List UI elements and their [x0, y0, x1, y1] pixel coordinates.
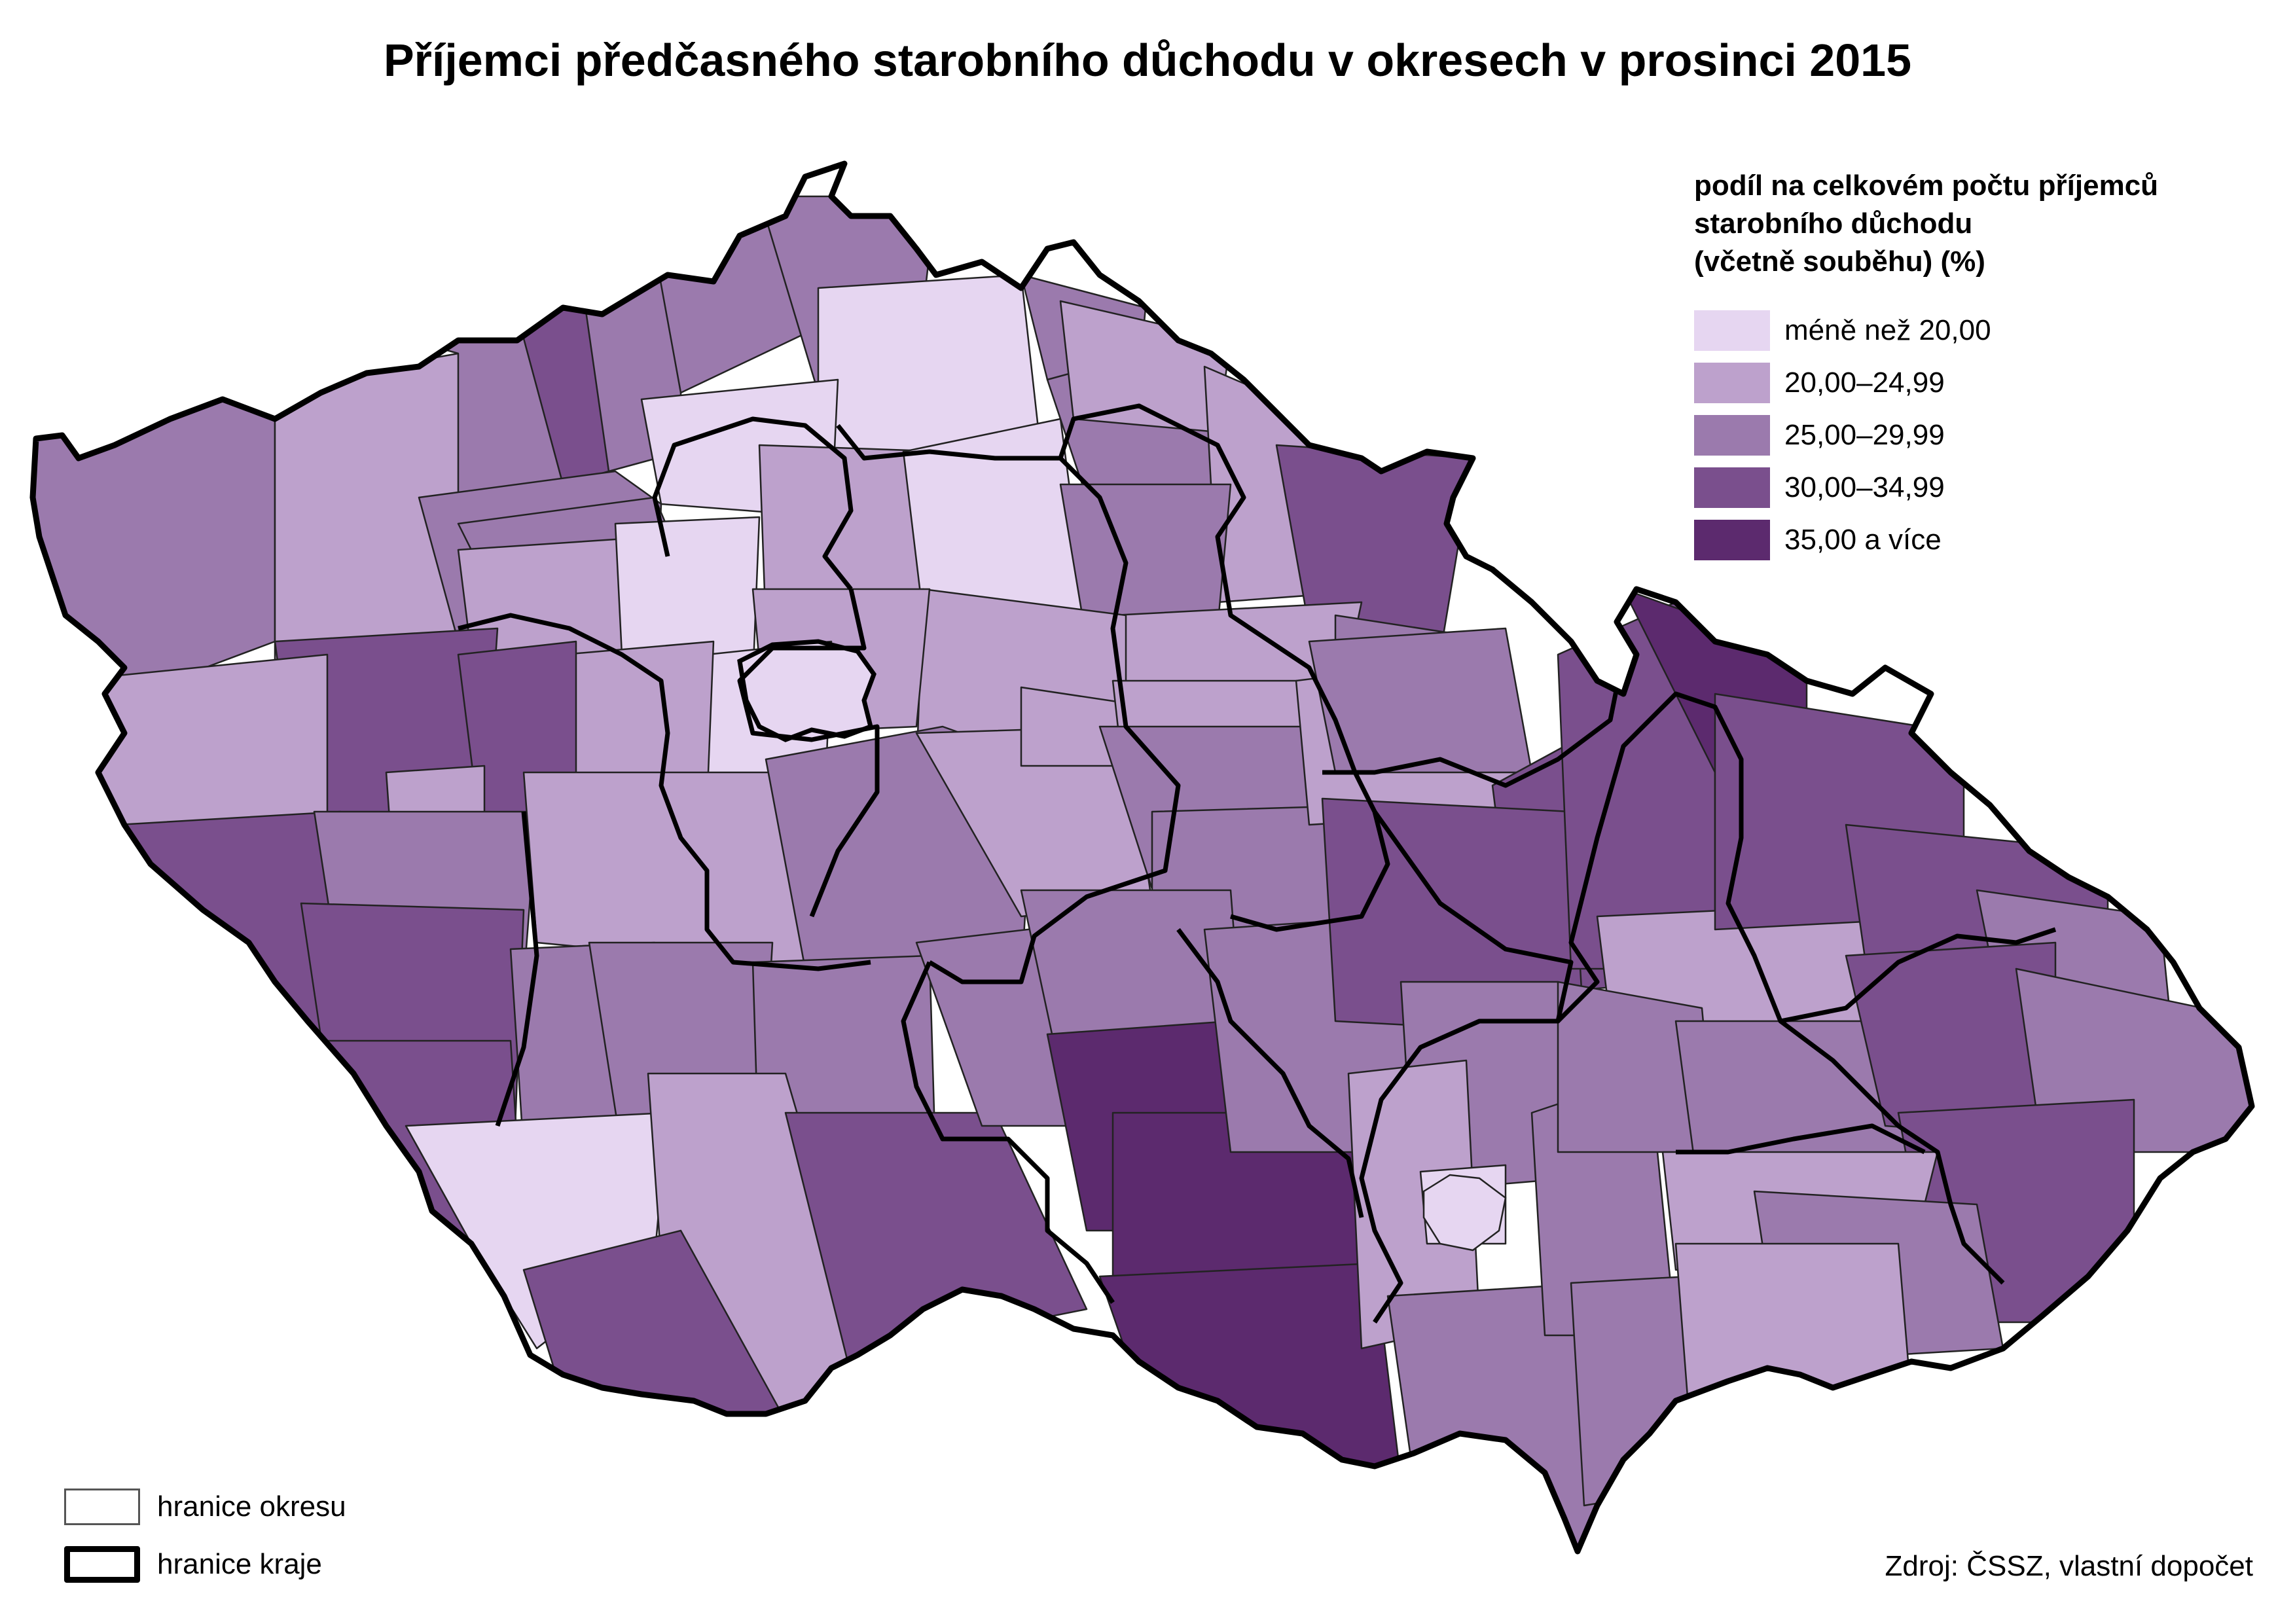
legend: podíl na celkovém počtu příjemců starobn…	[1694, 167, 2158, 566]
region-boundary	[737, 588, 880, 918]
boundary-legend-item: hranice okresu	[64, 1478, 346, 1536]
legend-label: 25,00–29,99	[1784, 419, 1945, 451]
legend-item: 35,00 a více	[1694, 514, 2158, 566]
legend-swatch	[1694, 467, 1770, 508]
legend-item: 20,00–24,99	[1694, 357, 2158, 409]
legend-swatch	[1694, 415, 1770, 456]
region-boundary	[1676, 1123, 1926, 1155]
source-note: Zdroj: ČSSZ, vlastní dopočet	[1885, 1550, 2253, 1582]
legend-title-line: starobního důchodu	[1694, 208, 1973, 240]
region-boundary	[1058, 403, 1390, 932]
region-boundary	[901, 961, 1115, 1304]
legend-label: 35,00 a více	[1784, 524, 1942, 556]
boundary-legend: hranice okresu hranice kraje	[64, 1478, 346, 1593]
legend-title-line: (včetně souběhu) (%)	[1694, 245, 1985, 278]
boundary-legend-item: hranice kraje	[64, 1536, 346, 1593]
district-praha	[737, 639, 876, 742]
legend-title: podíl na celkovém počtu příjemců starobn…	[1694, 167, 2158, 281]
region-boundary	[1556, 691, 2005, 1285]
legend-swatch	[1694, 520, 1770, 560]
region-boundary	[458, 613, 871, 971]
legend-item: méně než 20,00	[1694, 304, 2158, 357]
region-boundary	[1359, 810, 1574, 1324]
legend-label: 30,00–34,99	[1784, 471, 1945, 503]
legend-title-line: podíl na celkovém počtu příjemců	[1694, 170, 2159, 202]
district-boundary-label: hranice okresu	[157, 1490, 346, 1523]
region-boundary	[836, 424, 1181, 984]
district	[1098, 1262, 1402, 1481]
district-brno	[1422, 1174, 1507, 1252]
region-boundary-label: hranice kraje	[157, 1548, 322, 1580]
district	[1308, 627, 1533, 774]
legend-label: 20,00–24,99	[1784, 367, 1945, 399]
district	[902, 418, 1088, 617]
region-boundary	[652, 416, 854, 591]
legend-swatch	[1694, 310, 1770, 351]
region-boundary	[1322, 654, 1626, 788]
legend-swatch	[1694, 363, 1770, 403]
district-boundary-swatch	[64, 1489, 140, 1525]
region-boundary	[1780, 927, 2057, 1024]
region-boundary-swatch	[64, 1546, 140, 1583]
legend-item: 25,00–29,99	[1694, 409, 2158, 461]
legend-items: méně než 20,00 20,00–24,99 25,00–29,99 3…	[1694, 304, 2158, 566]
legend-item: 30,00–34,99	[1694, 461, 2158, 514]
map-title: Příjemci předčasného starobního důchodu …	[383, 35, 1912, 86]
region-boundary	[1176, 928, 1364, 1218]
legend-label: méně než 20,00	[1784, 314, 1991, 346]
district	[64, 653, 329, 839]
district	[33, 365, 276, 689]
region-boundary	[495, 811, 539, 1127]
